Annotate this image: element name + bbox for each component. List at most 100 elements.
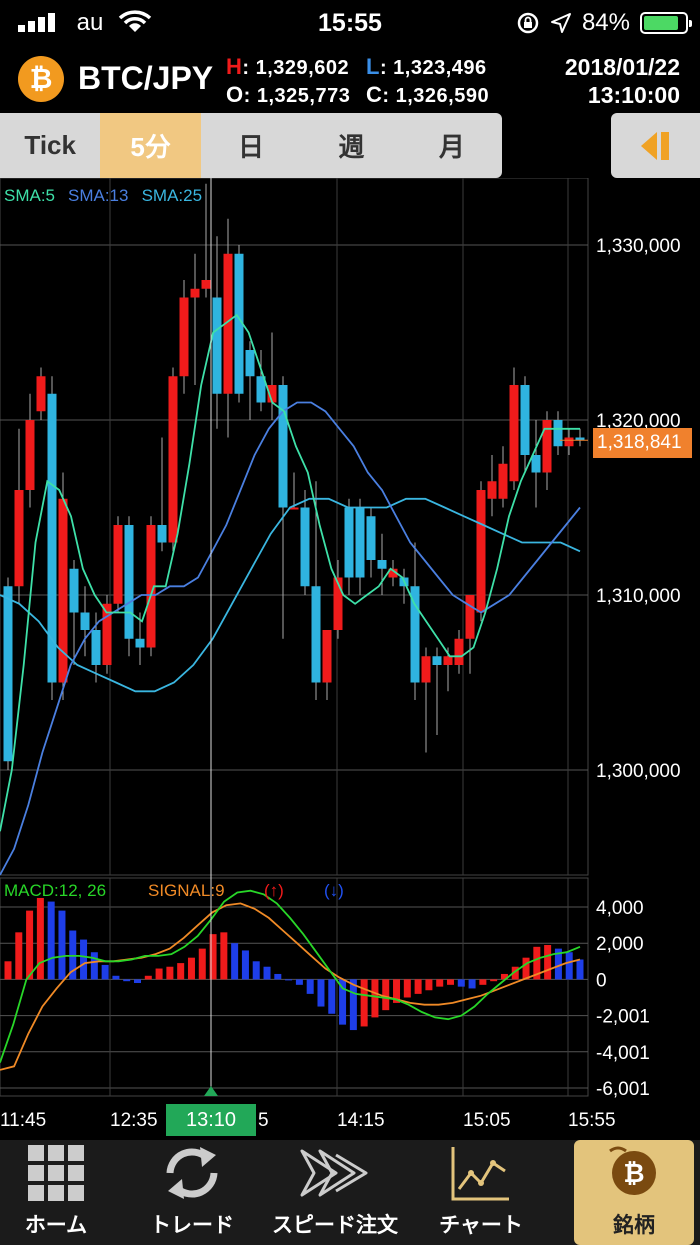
price-panel-frame — [0, 178, 589, 876]
macd-histogram-bar — [47, 901, 55, 980]
candle-body — [157, 525, 167, 543]
crosshair-time-tag: 13:10 — [166, 1104, 256, 1136]
chart-icon — [451, 1147, 509, 1201]
crosshair-marker — [204, 1086, 218, 1096]
candle-body — [311, 586, 321, 683]
macd-histogram-bar — [4, 961, 12, 980]
tabbar-speed-order[interactable]: スピード注文 — [270, 1140, 400, 1245]
high-text: : 1,329,602 — [242, 57, 350, 79]
time-axis-label: 12:35 — [110, 1110, 158, 1131]
location-icon — [550, 13, 571, 33]
macd-legend-item: SIGNAL:9 — [148, 881, 225, 900]
candle-body — [564, 437, 574, 447]
macd-histogram-bar — [155, 968, 163, 980]
candle-body — [520, 385, 530, 455]
refresh-icon — [166, 1147, 218, 1199]
sma-legend-item: SMA:5 — [4, 186, 55, 205]
bitcoin-logo-icon: ₿ — [18, 56, 64, 102]
tabbar-home-label: ホーム — [24, 1214, 88, 1237]
candle-body — [102, 603, 112, 665]
candle-body — [410, 586, 420, 683]
bitcoin-icon: ₿ — [609, 1146, 656, 1195]
sma-legend-item: SMA:25 — [142, 186, 202, 205]
tab-5min[interactable]: 5分 — [100, 113, 201, 178]
macd-histogram-bar — [382, 979, 390, 1011]
candle-body — [80, 612, 90, 630]
macd-histogram-bar — [263, 966, 271, 980]
macd-line — [0, 889, 581, 1063]
macd-histogram-bar — [511, 966, 519, 980]
macd-histogram-bar — [36, 897, 44, 980]
wifi-icon — [118, 10, 152, 32]
pair-title: BTC/JPY — [78, 60, 214, 96]
tab-day[interactable]: 日 — [238, 132, 265, 162]
macd-histogram-bar — [144, 975, 152, 980]
timeframe-tabs: Tick 5分 日 週 月 — [0, 113, 502, 178]
candle-body — [201, 280, 211, 289]
carrier-label: au — [76, 9, 104, 36]
macd-histogram-bar — [468, 979, 476, 989]
macd-histogram-bar — [15, 932, 23, 980]
macd-histogram-bar — [533, 946, 541, 980]
header-date: 2018/01/22 — [564, 54, 680, 80]
candle-body — [91, 630, 101, 665]
macd-legend-item: (↓) — [324, 881, 344, 900]
carrier-group: au — [18, 9, 152, 37]
candle-body — [344, 507, 354, 578]
macd-histogram-bar — [187, 957, 195, 980]
macd-histogram-bar — [414, 979, 422, 994]
tab-week[interactable]: 週 — [338, 132, 365, 162]
candle-body — [322, 630, 332, 683]
price-chart[interactable]: 1,330,000 1,320,000 1,310,000 1,300,000 SMA:… — [0, 178, 700, 1140]
candle-body — [553, 420, 563, 447]
macd-histogram-bar — [26, 910, 34, 980]
tab-month[interactable]: 月 — [438, 132, 465, 162]
candle-body — [289, 507, 299, 510]
low-label: L — [366, 54, 380, 79]
tabbar-trade[interactable]: トレード — [132, 1140, 252, 1245]
candle-body — [333, 577, 343, 630]
macd-histogram-bar — [436, 979, 444, 987]
candle-body — [498, 463, 508, 499]
candle-body — [14, 490, 24, 587]
battery-percent: 84% — [581, 9, 630, 36]
tab-tick[interactable]: Tick — [24, 130, 76, 160]
candle-body — [509, 385, 519, 482]
macd-panel-frame — [0, 877, 589, 1097]
panel-toggle-button[interactable] — [611, 113, 700, 178]
macd-legend-item: (↑) — [264, 881, 284, 900]
candle-body — [212, 297, 222, 394]
macd-axis-label: 0 — [596, 970, 607, 991]
candle-body — [113, 525, 123, 604]
time-axis-label: 15:55 — [568, 1110, 616, 1131]
status-time: 15:55 — [318, 9, 382, 37]
low-text: : 1,323,496 — [379, 57, 487, 79]
candle-body — [47, 393, 57, 683]
sma5-line — [0, 313, 580, 832]
candle-body — [542, 420, 552, 473]
candle-body — [377, 560, 387, 569]
macd-histogram-bar — [360, 979, 368, 1027]
macd-histogram-bar — [209, 934, 217, 980]
macd-histogram-bar — [90, 952, 98, 980]
tabbar-home[interactable]: ホーム — [6, 1140, 106, 1245]
candle-body — [355, 507, 365, 578]
tabbar-pairs[interactable]: ₿ 銘柄 — [574, 1140, 694, 1245]
macd-histogram-bar — [285, 979, 293, 981]
status-bar: au 15:55 84% — [0, 0, 700, 46]
candle-body — [465, 595, 475, 639]
tabbar-chart[interactable]: チャート — [422, 1140, 540, 1245]
macd-histogram-bar — [123, 979, 131, 982]
macd-axis-label: 2,000 — [596, 934, 644, 955]
tabbar-chart-label: チャート — [439, 1214, 523, 1237]
candle-body — [58, 498, 68, 683]
macd-histogram-bar — [403, 979, 411, 998]
current-price-tag: 1,318,841 — [593, 428, 692, 458]
candle-body — [366, 516, 376, 560]
svg-text:₿: ₿ — [623, 1159, 644, 1189]
candle-body — [421, 656, 431, 683]
time-axis-label-fragment: 5 — [258, 1110, 269, 1131]
candle-body — [256, 376, 266, 403]
macd-histogram-bar — [457, 979, 465, 987]
macd-axis-label: -4,001 — [596, 1043, 650, 1064]
